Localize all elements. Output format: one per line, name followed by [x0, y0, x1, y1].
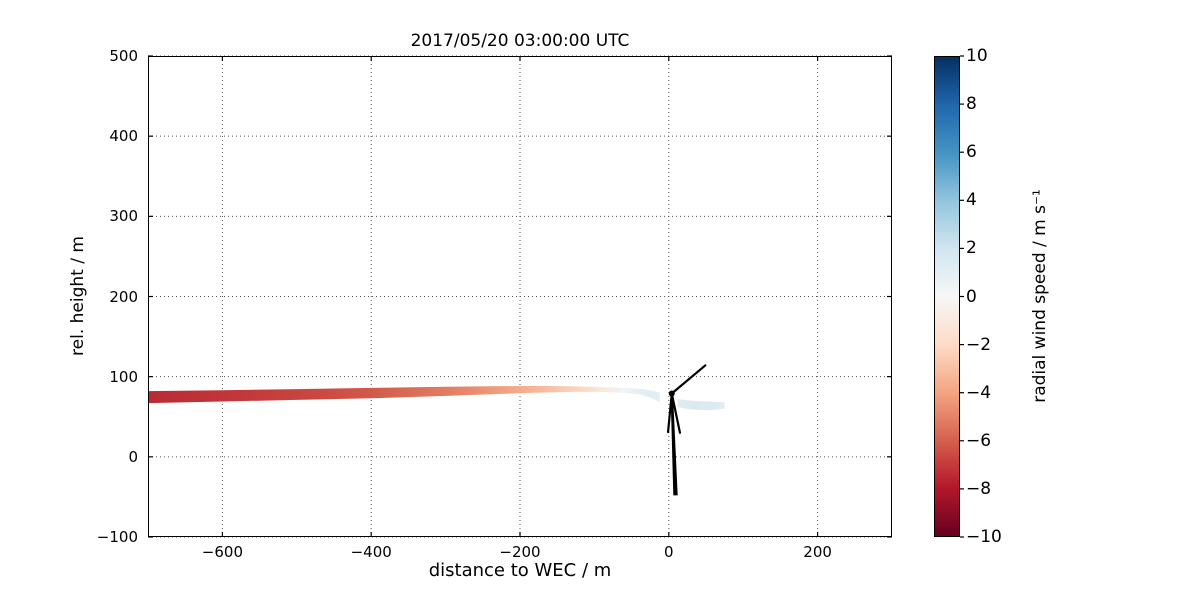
colorbar-label: radial wind speed / m s⁻¹ — [1030, 189, 1050, 403]
y-tick-label: 0 — [128, 447, 138, 466]
colorbar-tick-label: 6 — [966, 142, 977, 163]
turbine-blade — [670, 364, 707, 395]
colorbar-tick-label: −6 — [966, 430, 992, 451]
x-tick-label: −200 — [499, 543, 541, 561]
colorbar-tick-label: −8 — [966, 478, 992, 499]
plot-axes-border — [148, 56, 892, 537]
x-tick-label: −400 — [350, 543, 392, 561]
colorbar-gradient — [934, 56, 960, 537]
turbine-tower — [670, 393, 678, 496]
turbine-blade — [666, 392, 673, 434]
x-tick-label: −600 — [201, 543, 243, 561]
y-tick-label: 200 — [109, 287, 138, 306]
turbine-hub — [668, 390, 675, 397]
y-axis-label: rel. height / m — [68, 236, 88, 356]
colorbar-tick-label: −10 — [966, 527, 1002, 547]
colorbar-tick-label: 4 — [966, 190, 977, 211]
colorbar-tick-label: 2 — [966, 238, 977, 259]
y-tick-label: 300 — [109, 207, 138, 226]
plot-title: 2017/05/20 03:00:00 UTC — [410, 31, 630, 51]
colorbar-tick-label: 10 — [966, 46, 988, 66]
upstream-lidar-beam — [148, 385, 660, 404]
y-tick-label: 100 — [109, 367, 138, 386]
colorbar-tick-label: 0 — [966, 286, 977, 307]
x-tick-label: 200 — [803, 543, 832, 561]
downstream-lidar-beam — [677, 399, 725, 411]
x-tick-label: 0 — [664, 543, 674, 561]
turbine-blade — [670, 392, 682, 434]
y-tick-label: −100 — [96, 528, 138, 546]
colorbar-tick-label: 8 — [966, 94, 977, 115]
colorbar-tick-label: −4 — [966, 382, 992, 403]
y-tick-label: 400 — [109, 127, 138, 146]
colorbar-tick-label: −2 — [966, 334, 992, 355]
y-tick-label: 500 — [109, 47, 138, 65]
x-axis-label: distance to WEC / m — [428, 560, 612, 581]
